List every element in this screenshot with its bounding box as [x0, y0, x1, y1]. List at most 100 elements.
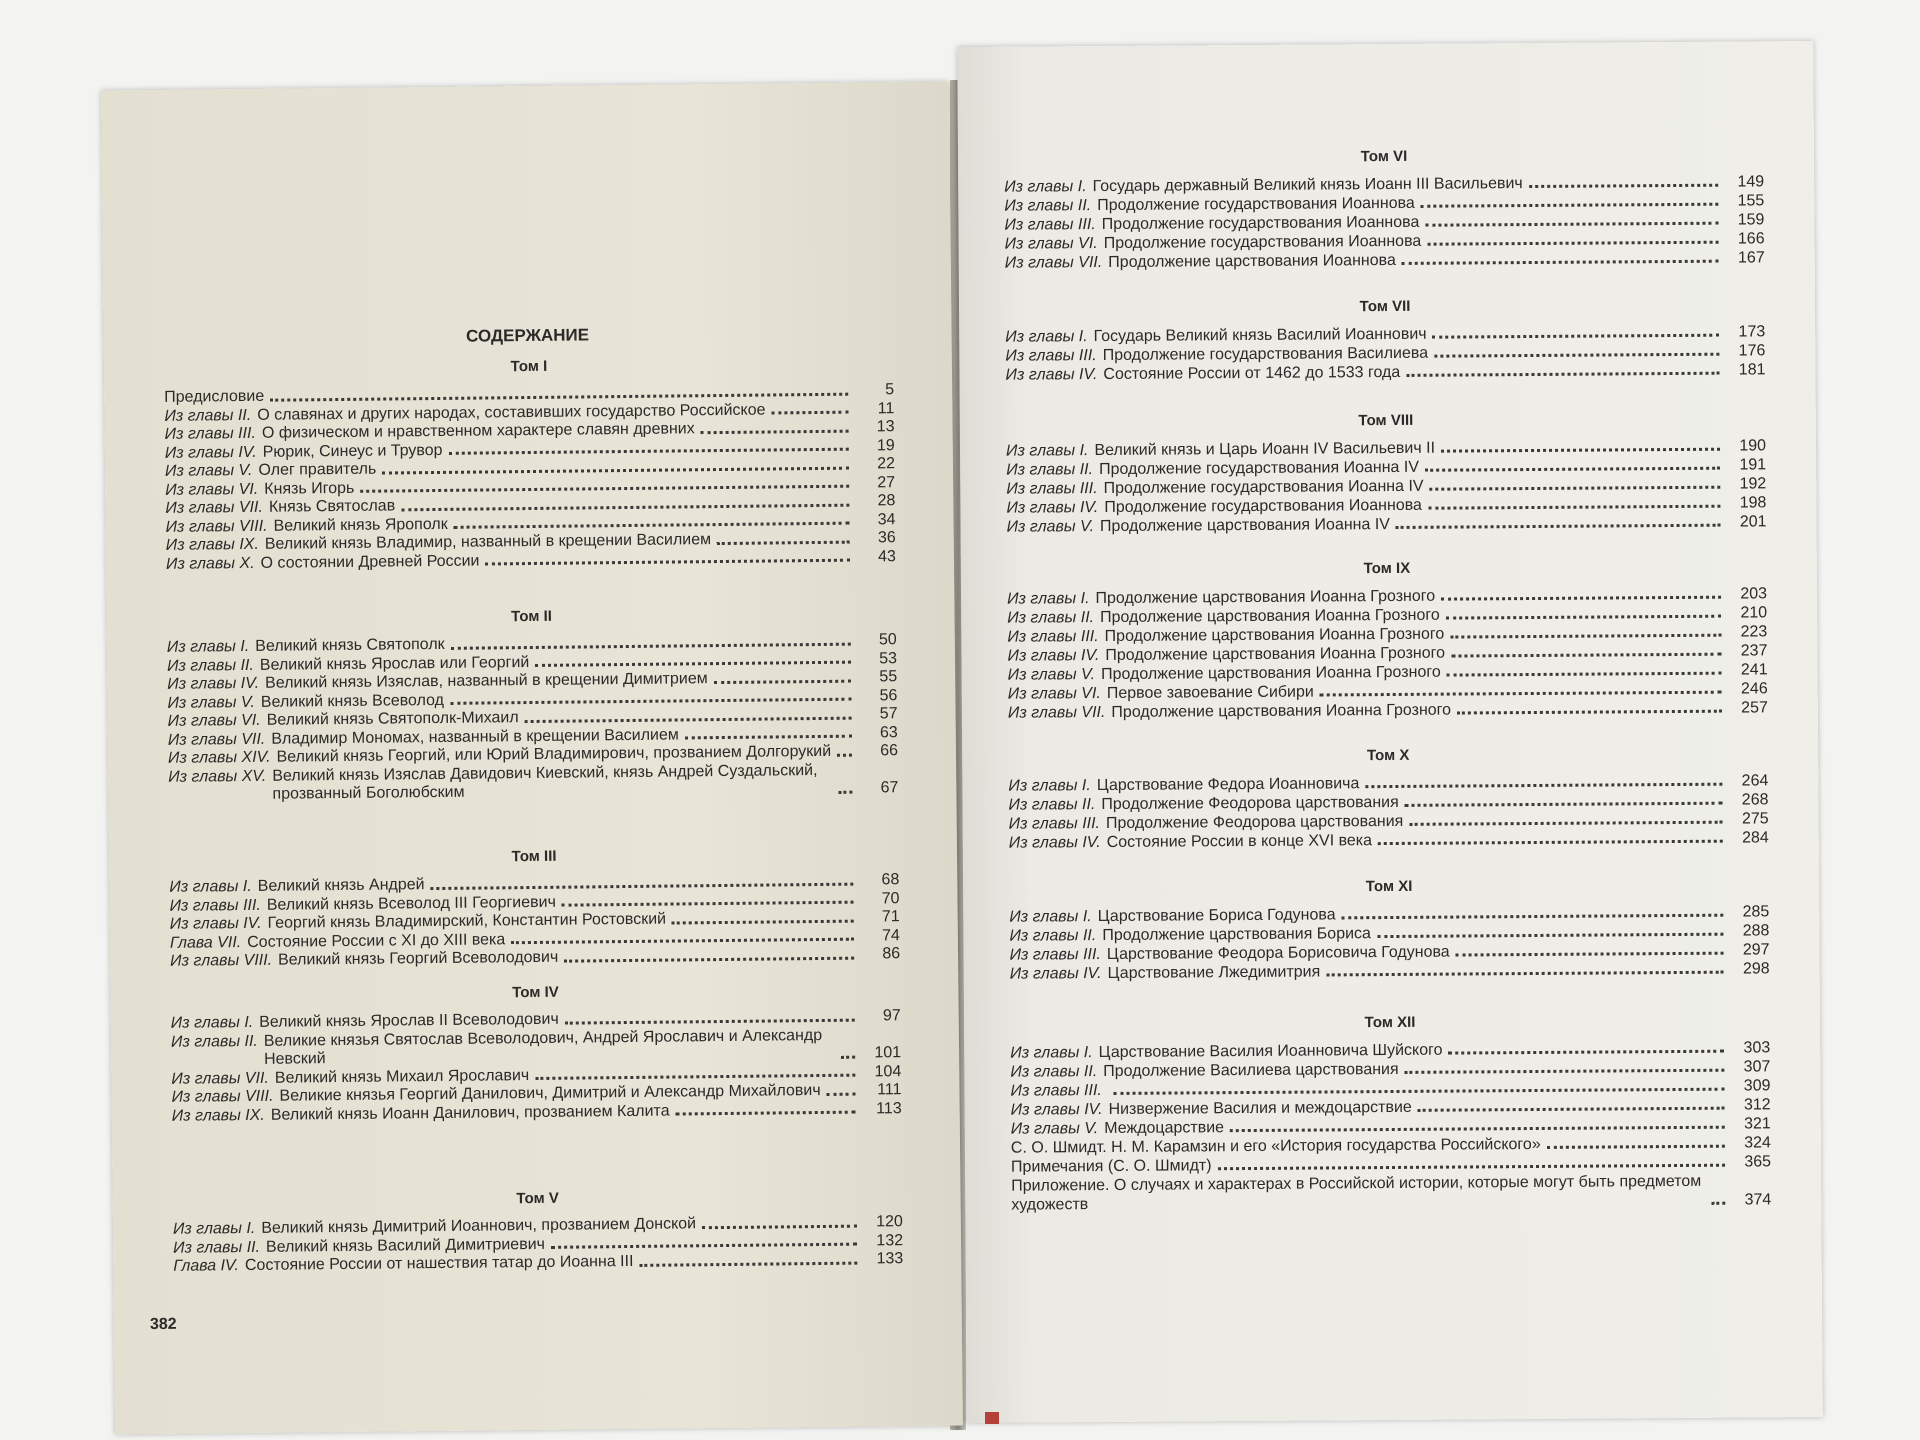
toc-entry: Из главы IV. Состояние России в конце XVI… — [1009, 828, 1769, 852]
chapter-label: Из главы I. — [1004, 178, 1087, 196]
dot-leader — [837, 753, 852, 757]
page-ref: 192 — [1739, 475, 1767, 493]
dot-leader — [1429, 485, 1721, 491]
page-ref: 303 — [1743, 1039, 1771, 1057]
entry-title: Примечания (С. О. Шмидт) — [1010, 1157, 1212, 1176]
chapter-label: Из главы III. — [1006, 480, 1098, 498]
toc-section: Том VII Из главы I. Государь Великий князь… — [1005, 295, 1766, 384]
page-number-folio: 382 — [149, 1315, 177, 1334]
page-ref: 63 — [879, 723, 898, 741]
entry-title: Великий князь Иоанн Данилович, прозвание… — [270, 1102, 670, 1124]
chapter-label: Из главы II. — [164, 406, 252, 425]
entry-title: Состояние России от нашествия татар до И… — [244, 1252, 634, 1275]
page-ref: 28 — [877, 492, 896, 510]
page-ref: 55 — [879, 668, 898, 686]
dot-leader — [1417, 1106, 1725, 1112]
entry-title: Продолжение государствования Иоанна IV — [1103, 477, 1424, 497]
entry-title: Рюрик, Синеус и Трувор — [262, 441, 443, 461]
entry-title: Царствование Федора Иоанновича — [1096, 775, 1360, 795]
dot-leader — [700, 429, 849, 434]
page-ref: 50 — [878, 631, 897, 649]
volume-heading: Том II — [511, 607, 552, 626]
chapter-label: Из главы VII. — [171, 1069, 269, 1088]
page-ref: 43 — [878, 547, 896, 565]
page-ref: 241 — [1740, 661, 1768, 679]
page-ref: 173 — [1738, 323, 1766, 341]
chapter-label: Из главы III. — [1007, 628, 1099, 646]
page-ref: 5 — [885, 381, 895, 399]
entry-title: Князь Игорь — [264, 479, 355, 498]
page-ref: 22 — [877, 455, 896, 473]
entry-title: Великий князь и Царь Иоанн IV Васильевич… — [1094, 439, 1436, 460]
entry-title: Царствование Лжедимитрия — [1107, 963, 1321, 982]
toc-title: СОДЕРЖАНИЕ — [466, 325, 590, 346]
toc-entry: Из главы VII. Продолжение царствования Ио… — [1005, 248, 1765, 272]
page-ref: 201 — [1739, 513, 1767, 531]
page-ref: 11 — [877, 399, 895, 417]
dot-leader — [485, 558, 850, 566]
chapter-label: Из главы VII. — [1007, 703, 1106, 722]
chapter-label: Из главы I. — [1008, 777, 1091, 795]
chapter-label: Из главы VIII. — [165, 517, 268, 536]
dot-leader — [1457, 709, 1722, 715]
chapter-label: Из главы VI. — [1007, 685, 1101, 703]
page-ref: 181 — [1738, 361, 1766, 379]
volume-heading: Том XII — [1364, 1013, 1416, 1032]
toc-section: Том IV Из главы I. Великий князь Ярослав I… — [170, 980, 902, 1126]
page-ref: 13 — [876, 418, 895, 436]
dot-leader — [360, 484, 850, 493]
bookmark-ribbon — [985, 1412, 999, 1424]
dot-leader — [675, 1110, 856, 1116]
entry-title: Великий князь Святополк — [255, 635, 445, 655]
chapter-label: Из главы VI. — [167, 711, 261, 730]
chapter-label: Из главы V. — [1010, 1120, 1099, 1138]
entry-title: Продолжение государствования Василиева — [1102, 344, 1429, 364]
dot-leader — [672, 919, 854, 925]
entry-title: Первое завоевание Сибири — [1106, 683, 1314, 702]
entry-title: Великий князь Изяслав Давидович Киевский… — [272, 761, 818, 803]
page-ref: 257 — [1741, 699, 1768, 717]
toc-section: Том VIII Из главы I. Великий князь и Царь … — [1006, 409, 1767, 536]
toc-section: Том IX Из главы I. Продолжение царствовани… — [1007, 557, 1768, 722]
dot-leader — [717, 540, 850, 545]
chapter-label: Из главы III. — [1004, 216, 1096, 234]
chapter-label: Из главы II. — [1006, 461, 1094, 479]
chapter-label: Из главы I. — [1009, 908, 1092, 926]
dot-leader — [1420, 202, 1719, 208]
entry-title: Продолжение царствования Иоанна Грозного — [1101, 663, 1441, 684]
chapter-label: Из главы IX. — [165, 535, 259, 554]
dot-leader — [1427, 240, 1719, 246]
chapter-label: Из главы V. — [164, 461, 253, 480]
dot-leader — [1395, 523, 1721, 529]
page-ref: 70 — [881, 889, 900, 907]
entry-title: Продолжение Феодорова царствования — [1101, 793, 1399, 814]
page-ref: 191 — [1739, 456, 1767, 474]
chapter-label: Глава IV. — [173, 1257, 240, 1275]
toc-entry: Из главы IV. Царствование Лжедимитрия 298 — [1010, 959, 1770, 983]
dot-leader — [270, 392, 849, 402]
left-page: СОДЕРЖАНИЕ Том I Предисловие 5 Из главы II.… — [100, 81, 964, 1435]
chapter-label: Из главы III. — [169, 896, 261, 915]
chapter-label: Из главы IV. — [1007, 647, 1100, 665]
dot-leader — [639, 1261, 858, 1267]
chapter-label: Из главы IV. — [1009, 965, 1102, 983]
page-ref: 268 — [1741, 791, 1769, 809]
entry-title: Царствование Бориса Годунова — [1097, 906, 1336, 926]
entry-title: Продолжение государствования Иоаннова — [1103, 232, 1422, 252]
chapter-label: Из главы II. — [1007, 609, 1095, 627]
page-ref: 324 — [1744, 1134, 1771, 1152]
dot-leader — [550, 1242, 858, 1249]
page-ref: 285 — [1742, 903, 1770, 921]
chapter-label: Из главы VI. — [165, 480, 259, 499]
dot-leader — [1427, 504, 1721, 510]
chapter-label: Из главы IV. — [169, 914, 262, 933]
toc-entry: Из главы IV. Состояние России от 1462 до … — [1005, 360, 1765, 384]
toc-section: Том V Из главы I. Великий князь Димитрий И… — [173, 1186, 904, 1276]
chapter-label: Из главы II. — [170, 1032, 258, 1051]
dot-leader — [1409, 820, 1723, 826]
entry-title: Продолжение царствования Иоанна Грозного — [1100, 606, 1440, 627]
page-ref: 275 — [1741, 810, 1769, 828]
page-ref: 97 — [882, 1007, 901, 1025]
chapter-label: Из главы IV. — [1006, 499, 1099, 517]
page-ref: 34 — [877, 510, 896, 528]
